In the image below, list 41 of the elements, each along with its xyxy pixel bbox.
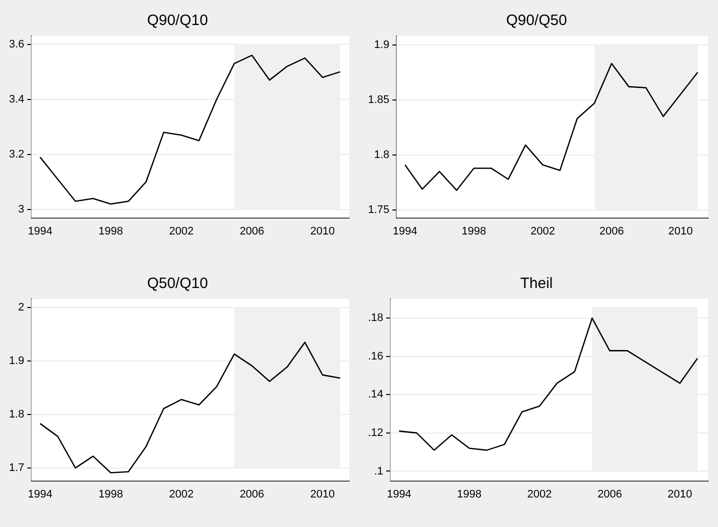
- y-tick-label: .14: [368, 388, 384, 401]
- x-tick-label: 1994: [28, 225, 52, 238]
- y-tick-label: 1.9: [374, 38, 390, 51]
- y-tick-label: 2: [18, 302, 24, 314]
- x-tick-label: 2010: [310, 488, 335, 500]
- x-tick-label: 1994: [392, 225, 418, 238]
- chart-title: Q50/Q10: [147, 275, 208, 292]
- x-tick-label: 1998: [98, 225, 123, 238]
- x-tick-label: 2006: [597, 488, 622, 500]
- y-tick-label: .18: [368, 312, 384, 324]
- x-tick-label: 2010: [310, 225, 335, 238]
- x-tick-label: 2002: [169, 225, 194, 238]
- x-tick-label: 1994: [28, 488, 52, 500]
- x-tick-label: 1994: [386, 488, 412, 500]
- chart-title: Theil: [520, 275, 553, 292]
- y-tick-label: 3.4: [8, 93, 24, 106]
- x-tick-label: 2006: [240, 488, 264, 500]
- x-tick-label: 2010: [668, 488, 692, 500]
- x-tick-label: 1998: [457, 488, 482, 500]
- chart-title: Q90/Q10: [147, 12, 208, 30]
- y-tick-label: .16: [368, 350, 384, 362]
- y-tick-label: 1.7: [8, 462, 24, 474]
- x-tick-label: 2002: [169, 488, 194, 500]
- y-tick-label: 1.8: [8, 408, 24, 421]
- y-tick-label: 1.9: [8, 355, 24, 368]
- y-tick-label: 1.85: [368, 94, 390, 106]
- x-tick-label: 1998: [98, 488, 123, 500]
- x-tick-label: 2002: [527, 488, 552, 500]
- x-tick-label: 1998: [462, 225, 486, 238]
- y-tick-label: 3.2: [8, 148, 24, 160]
- y-tick-label: 3: [18, 204, 24, 216]
- y-tick-label: .1: [374, 465, 384, 478]
- x-tick-label: 2010: [668, 225, 693, 238]
- y-tick-label: .12: [368, 426, 384, 439]
- x-tick-label: 2006: [599, 225, 624, 238]
- x-tick-label: 2006: [240, 225, 264, 238]
- x-tick-label: 2002: [530, 225, 555, 238]
- y-tick-label: 3.6: [8, 38, 24, 50]
- chart-title: Q90/Q50: [506, 12, 567, 30]
- y-tick-label: 1.8: [374, 149, 390, 162]
- y-tick-label: 1.75: [368, 204, 390, 216]
